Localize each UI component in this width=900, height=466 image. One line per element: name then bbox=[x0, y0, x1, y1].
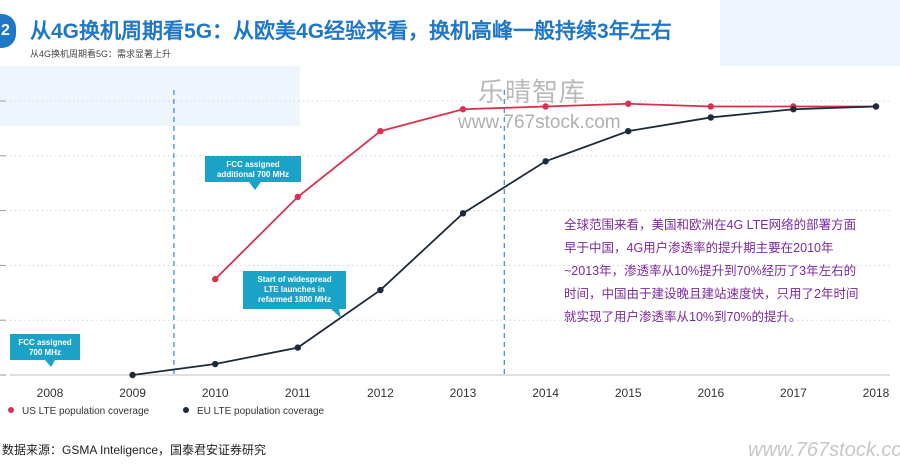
x-axis-ticks: 2008 2009 2010 2011 2012 2013 2014 2015 2016 2017… bbox=[37, 386, 890, 400]
page-number-badge: 2 bbox=[0, 14, 16, 48]
annotation-line: ~2013年，渗透率从10%提升到70%经历了3年左右的 bbox=[564, 264, 857, 278]
data-point-us bbox=[294, 193, 301, 201]
page-title: 从4G换机周期看5G：从欧美4G经验来看，换机高峰一般持续3年左右 bbox=[30, 20, 672, 43]
data-point-eu bbox=[707, 114, 714, 121]
x-tick-label: 2015 bbox=[615, 386, 642, 400]
grid-lines bbox=[0, 100, 890, 376]
series-line-eu bbox=[132, 105, 877, 376]
background-shape-left bbox=[0, 66, 300, 126]
background-shape-right bbox=[720, 0, 900, 66]
data-point-eu bbox=[212, 360, 219, 368]
data-point-eu bbox=[542, 158, 549, 165]
x-tick-label: 2017 bbox=[780, 386, 807, 400]
vertical-markers bbox=[173, 90, 505, 375]
callout-text: refarmed 1800 MHz bbox=[258, 295, 331, 304]
callout-text: additional 700 MHz bbox=[217, 170, 289, 179]
legend-marker bbox=[183, 407, 189, 413]
data-point-eu bbox=[459, 210, 467, 217]
watermark-url: www.767stock.com bbox=[458, 112, 621, 133]
data-point-us bbox=[542, 103, 549, 110]
x-tick-label: 2011 bbox=[285, 386, 311, 400]
callout-background bbox=[10, 334, 80, 360]
x-tick-label: 2016 bbox=[697, 386, 724, 400]
data-point-eu bbox=[790, 106, 797, 113]
legend-label: EU LTE population coverage bbox=[197, 406, 325, 417]
legend: US LTE population coverage EU LTE populat… bbox=[8, 406, 325, 417]
callout-text: 700 MHz bbox=[29, 348, 61, 357]
callout-text: LTE launches in bbox=[264, 285, 325, 294]
x-tick-label: 2008 bbox=[37, 386, 64, 400]
data-point-us bbox=[707, 103, 714, 110]
annotation-line: 时间，中国由于建设晚且建站速度快，只用了2年时间 bbox=[564, 287, 859, 301]
annotation-line: 全球范围来看，美国和欧洲在4G LTE网络的部署方面 bbox=[564, 218, 857, 232]
series-group bbox=[129, 100, 880, 379]
callout-pointer bbox=[331, 309, 341, 318]
callout-background bbox=[205, 156, 301, 182]
callout-text: FCC assigned bbox=[226, 160, 279, 169]
legend-label: US LTE population coverage bbox=[22, 406, 150, 417]
x-tick-label: 2010 bbox=[202, 386, 229, 400]
data-point-us bbox=[459, 106, 467, 113]
annotation-line: 就实现了用户渗透率从10%到70%的提升。 bbox=[564, 310, 802, 324]
callout-pointer bbox=[45, 360, 55, 367]
data-point-eu bbox=[625, 127, 632, 135]
x-tick-label: 2018 bbox=[863, 386, 890, 400]
data-point-us bbox=[625, 100, 632, 107]
callout-text: FCC assigned bbox=[18, 338, 71, 347]
data-point-us bbox=[212, 275, 219, 283]
x-tick-label: 2012 bbox=[367, 386, 394, 400]
annotation-line: 早于中国，4G用户渗透率的提升期主要在2010年 bbox=[564, 241, 834, 255]
x-tick-label: 2009 bbox=[119, 386, 146, 400]
page-subtitle: 从4G换机周期看5G：需求显著上升 bbox=[30, 49, 172, 59]
legend-marker bbox=[8, 407, 14, 413]
x-tick-label: 2014 bbox=[532, 386, 559, 400]
x-tick-label: 2013 bbox=[450, 386, 477, 400]
watermark-brand: 乐晴智库 bbox=[478, 77, 587, 107]
callout-text: Start of widespread bbox=[257, 275, 331, 284]
callout-background bbox=[243, 271, 346, 309]
data-point-eu bbox=[294, 344, 301, 351]
data-point-eu bbox=[129, 371, 136, 379]
data-point-eu bbox=[377, 286, 384, 294]
analysis-annotation: 全球范围来看，美国和欧洲在4G LTE网络的部署方面 早于中国，4G用户渗透率的… bbox=[564, 214, 894, 329]
data-source-note: 数据来源：GSMA Inteligence，国泰君安证券研究 bbox=[2, 443, 267, 457]
data-point-us bbox=[377, 127, 384, 135]
callout-pointer bbox=[249, 182, 261, 190]
watermark-url-bottom: www.767stock.com bbox=[748, 439, 900, 461]
data-point-eu bbox=[872, 103, 880, 110]
